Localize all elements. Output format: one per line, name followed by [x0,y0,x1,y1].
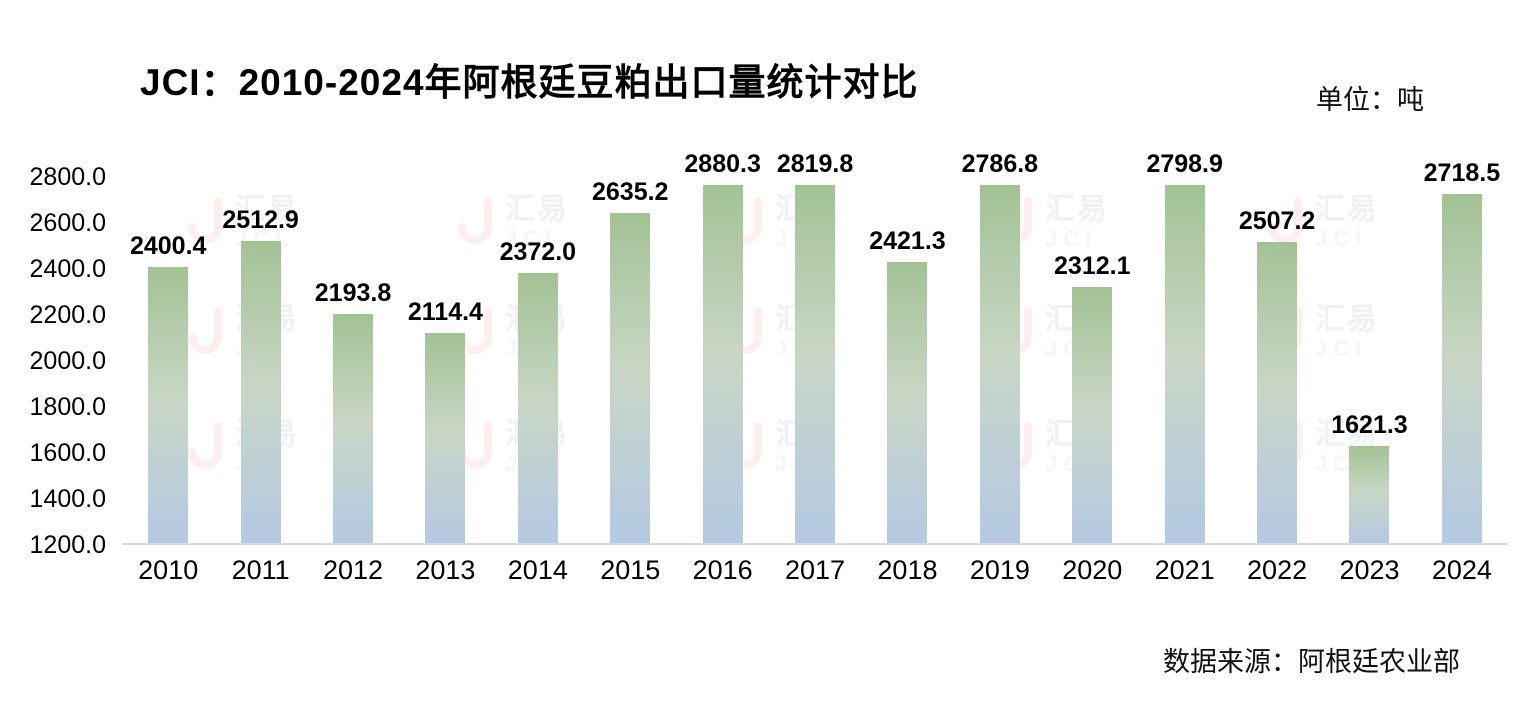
bar-value-label: 2512.9 [222,206,299,234]
x-tick-label: 2013 [415,555,476,585]
bar [1072,287,1113,543]
x-tick-label: 2011 [231,555,290,585]
bar-value-label: 2786.8 [961,150,1039,178]
bar-value-label: 2193.8 [314,279,392,308]
bar [240,241,281,543]
bar [333,314,374,543]
x-tick-label: 2020 [1062,555,1123,585]
x-tick-label: 2023 [1339,555,1400,585]
bar-value-label: 2718.5 [1423,158,1501,187]
data-source-label: 数据来源：阿根廷农业部 [1163,647,1460,677]
y-tick-label: 2400.0 [29,255,106,283]
y-tick-label: 1600.0 [29,439,106,467]
bar [979,185,1020,543]
bar-value-label: 2635.2 [592,177,669,206]
bar-column: 2786.8 [954,150,1046,543]
bar-value-label: 2312.1 [1054,252,1131,281]
bar [795,185,836,543]
bar-column: 2512.9 [214,150,306,543]
y-tick-label: 2200.0 [29,301,106,329]
x-tick-label: 2024 [1431,555,1492,585]
bar [1164,185,1205,543]
bar-column: 2421.3 [861,150,953,543]
bar-value-label: 2400.4 [129,231,207,260]
bar [887,262,928,543]
bar-column: 2193.8 [307,150,399,543]
bar [702,185,743,543]
bar-value-label: 2372.0 [499,238,577,267]
bar-value-label: 2819.8 [776,150,854,178]
bar-column: 1621.3 [1323,150,1415,543]
y-tick-label: 1400.0 [29,485,106,513]
bar-column: 2718.5 [1416,150,1508,543]
bar-column: 2400.4 [122,150,214,543]
y-tick-label: 2000.0 [29,347,106,375]
bar [425,332,466,543]
x-tick-label: 2018 [877,555,938,585]
bar [1441,193,1482,543]
bar [517,273,558,543]
bar-column: 2798.9 [1138,150,1230,543]
y-axis: 1200.0 1400.0 1600.0 1800.0 2000.0 2200.0 2400… [0,0,112,723]
bar-value-label: 2880.3 [684,150,761,178]
bar-column: 2372.0 [492,150,584,543]
bar-value-label: 2421.3 [869,227,946,256]
x-tick-label: 2016 [692,555,753,585]
x-tick-label: 2010 [138,555,199,585]
bar-value-label: 2114.4 [407,297,483,326]
bar [148,266,189,543]
x-tick-label: 2022 [1247,555,1308,585]
bar-column: 2635.2 [584,150,676,543]
bar-column: 2114.4 [399,150,491,543]
y-tick-label: 2600.0 [29,209,106,237]
bar [1349,446,1390,543]
bar-value-label: 1621.3 [1331,411,1408,440]
x-tick-label: 2012 [322,555,384,585]
bar [1257,242,1298,543]
bar-value-label: 2798.9 [1146,150,1223,178]
x-tick-label: 2014 [507,555,568,585]
x-tick-label: 2019 [969,555,1030,585]
x-tick-label: 2021 [1154,555,1215,585]
bar-column: 2507.2 [1231,150,1323,543]
y-tick-label: 2800.0 [29,163,106,191]
x-axis: 2010 2011 2012 2013 2014 2015 2016 2017 2018 2019… [122,555,1508,586]
x-tick-label: 2015 [600,555,661,585]
y-tick-label: 1200.0 [29,531,106,559]
bar-value-label: 2507.2 [1238,207,1316,236]
bar-column: 2880.3 [676,150,768,543]
plot-area: 2400.4 2512.9 2193.8 2114.4 2372.0 2635.2 2880… [122,150,1508,545]
x-tick-label: 2017 [785,555,846,585]
unit-label: 单位：吨 [1316,85,1424,115]
bar-column: 2312.1 [1046,150,1138,543]
chart-title: JCI：2010-2024年阿根廷豆粕出口量统计对比 [140,62,919,103]
bar [610,212,651,543]
bar-column: 2819.8 [769,150,861,543]
y-tick-label: 1800.0 [29,393,106,421]
